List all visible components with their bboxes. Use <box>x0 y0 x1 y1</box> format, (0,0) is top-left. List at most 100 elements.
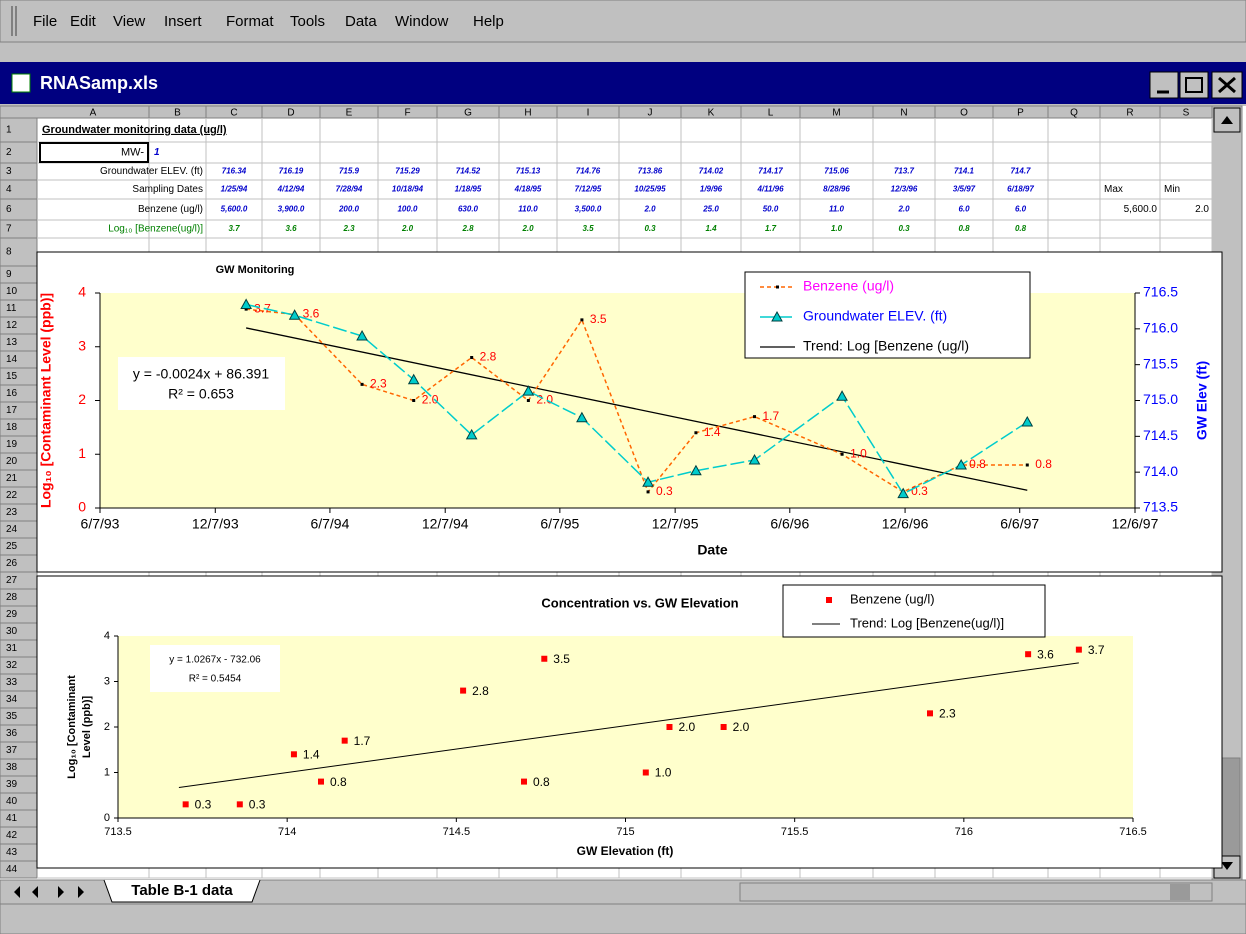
y-tick-label: 3 <box>78 337 86 353</box>
scatter-point <box>666 724 673 730</box>
cell-value: 1.7 <box>765 224 777 233</box>
scatter-point <box>1075 646 1082 653</box>
y2-tick-label: 714.5 <box>1143 427 1178 443</box>
scatter-point <box>1025 651 1032 658</box>
data-label: 2.0 <box>678 720 695 734</box>
cell-value: 2.8 <box>461 224 474 233</box>
point-marker <box>412 399 416 402</box>
cell-value: 4/18/95 <box>514 185 542 194</box>
y-axis-label: Log₁₀ [Contaminant Level (ppb)] <box>38 293 54 508</box>
data-label: 0.8 <box>969 457 986 471</box>
data-label: 0.8 <box>533 775 550 789</box>
legend-label: Benzene (ug/l) <box>850 591 935 606</box>
active-cell <box>39 142 149 163</box>
annotation: R² = 0.653 <box>168 386 234 402</box>
menu-item[interactable]: Window <box>395 13 449 30</box>
legend-label: Groundwater ELEV. (ft) <box>803 308 947 324</box>
row-header: 12 <box>6 320 18 331</box>
x-tick-label: 12/7/93 <box>192 516 239 532</box>
row-label: Sampling Dates <box>132 184 203 195</box>
cell-value: 110.0 <box>518 205 538 214</box>
x-tick-label: 6/7/94 <box>310 516 349 532</box>
triangle-marker <box>288 309 301 320</box>
chart-title: Concentration vs. GW Elevation <box>541 595 738 610</box>
down-arrow <box>1221 862 1233 870</box>
cell-value: 50.0 <box>763 205 779 214</box>
menu-item[interactable]: Tools <box>290 13 325 30</box>
close-icon <box>1218 76 1236 94</box>
data-label: 2.0 <box>536 393 553 407</box>
triangle-marker <box>836 390 848 401</box>
maximize-button[interactable] <box>1179 71 1209 99</box>
cell-value: 5,600.0 <box>1124 204 1158 215</box>
row-header: 37 <box>6 745 18 756</box>
column-header: M <box>832 108 840 119</box>
row-header: 36 <box>6 728 18 739</box>
cell-value: 4/12/94 <box>277 185 305 194</box>
cell-value: 715.13 <box>516 167 541 176</box>
menu-item[interactable]: Format <box>226 13 274 30</box>
sheet-tab-label[interactable]: Table B-1 data <box>131 882 233 899</box>
x-tick-label: 714 <box>278 826 296 838</box>
plot-area <box>118 636 1133 818</box>
scatter-point <box>720 724 727 730</box>
cell-value: 3.7 <box>228 224 240 233</box>
minimize-button[interactable] <box>1149 71 1179 99</box>
point-marker <box>526 399 530 402</box>
x-tick-label: 716 <box>955 826 973 838</box>
row-header: 13 <box>6 337 18 348</box>
maximize-icon <box>1185 77 1203 93</box>
row-header: 22 <box>6 490 18 501</box>
column-header: D <box>287 108 294 119</box>
cell-value: 3,900.0 <box>278 205 305 214</box>
triangle-marker <box>240 298 252 309</box>
point-marker <box>244 307 248 311</box>
data-label: 2.3 <box>370 377 387 391</box>
cell-value: 714.52 <box>456 167 481 176</box>
data-label: 1.4 <box>303 747 320 761</box>
triangle-marker <box>955 458 967 470</box>
row-header: 35 <box>6 711 18 722</box>
cell-value: 200.0 <box>338 205 360 214</box>
row-header: 24 <box>6 524 18 535</box>
menu-item[interactable]: Help <box>473 13 504 30</box>
scatter-point <box>290 751 297 758</box>
row-header-bar <box>0 117 38 879</box>
column-header: G <box>464 108 472 119</box>
data-label: 0.3 <box>195 798 212 812</box>
x-axis-label: Date <box>697 542 728 558</box>
row-header: 43 <box>6 847 18 858</box>
row-header: 11 <box>6 303 17 314</box>
cell-value: 2.0 <box>521 224 534 233</box>
horizontal-scrollbar[interactable] <box>739 882 1213 902</box>
cell-value: 716.19 <box>279 167 304 176</box>
cell-value: Min <box>1164 184 1180 195</box>
y-tick-label: 4 <box>78 284 86 300</box>
cell-value: 3,500.0 <box>575 205 602 214</box>
cell-value: 1/18/95 <box>455 185 482 194</box>
column-header: J <box>648 108 653 119</box>
row-header: 9 <box>6 269 12 280</box>
row-header: 8 <box>6 247 12 258</box>
cell-value: 0.3 <box>644 224 656 233</box>
window-title: RNASamp.xls <box>40 73 158 93</box>
column-header: R <box>1126 108 1133 119</box>
x-tick-label: 716.5 <box>1119 826 1147 838</box>
triangle-marker <box>1021 415 1034 427</box>
cell-value: 7/12/95 <box>575 185 602 194</box>
sheet-tab[interactable] <box>103 879 261 903</box>
menu-item[interactable]: Edit <box>70 13 97 30</box>
menu-item[interactable]: Data <box>345 13 377 30</box>
cell-value: 0.8 <box>958 224 970 233</box>
menu-item[interactable]: View <box>113 13 145 30</box>
status-bar <box>0 903 1246 934</box>
menu-item[interactable]: Insert <box>164 13 202 30</box>
x-tick-label: 715 <box>616 826 634 838</box>
menu-item[interactable]: File <box>33 13 57 30</box>
row-label: Benzene (ug/l) <box>138 204 203 215</box>
cell-value: 1.0 <box>831 224 843 233</box>
legend-label: Trend: Log [Benzene (ug/l) <box>803 338 969 354</box>
data-label: 0.8 <box>1035 457 1052 471</box>
cell-value: 6.0 <box>1015 205 1027 214</box>
series-line <box>246 308 1028 494</box>
